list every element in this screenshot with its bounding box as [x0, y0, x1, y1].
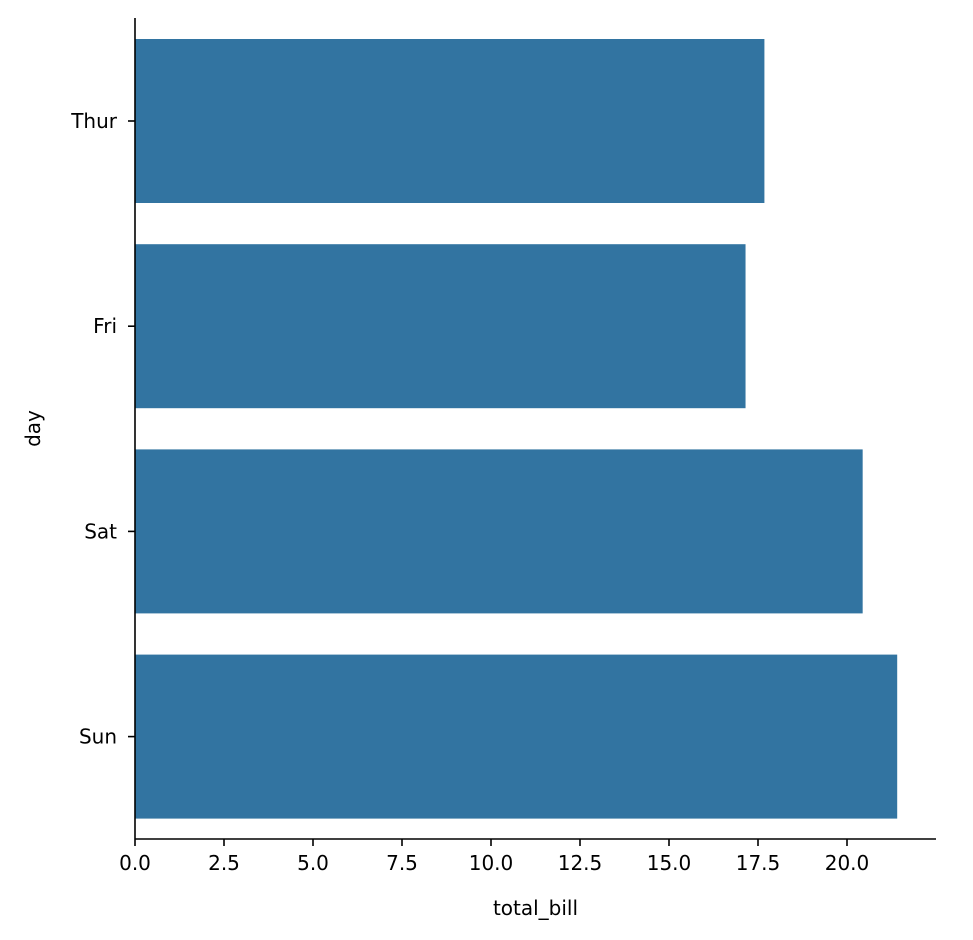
- y-tick-label: Sun: [79, 725, 117, 749]
- x-axis-label: total_bill: [493, 896, 578, 920]
- x-tick-label: 20.0: [825, 851, 870, 875]
- x-tick-label: 15.0: [647, 851, 692, 875]
- x-tick-label: 0.0: [119, 851, 151, 875]
- bar-thur: [135, 39, 765, 203]
- bar-sat: [135, 449, 863, 614]
- y-axis-ticks: Thur Fri Sat Sun: [70, 109, 135, 749]
- x-tick-label: 7.5: [386, 851, 418, 875]
- y-axis-label: day: [21, 410, 45, 447]
- bar-sun: [135, 654, 898, 819]
- x-axis-ticks: 0.0 2.5 5.0 7.5 10.0 12.5 15.0 17.5 20.0: [119, 839, 869, 875]
- bar-fri: [135, 244, 746, 409]
- x-tick-label: 2.5: [208, 851, 240, 875]
- x-tick-label: 5.0: [297, 851, 329, 875]
- bars-group: [135, 39, 898, 819]
- x-tick-label: 10.0: [469, 851, 514, 875]
- x-tick-label: 12.5: [558, 851, 603, 875]
- y-tick-label: Sat: [84, 519, 117, 543]
- y-tick-label: Thur: [70, 109, 118, 133]
- x-tick-label: 17.5: [736, 851, 781, 875]
- y-tick-label: Fri: [93, 314, 117, 338]
